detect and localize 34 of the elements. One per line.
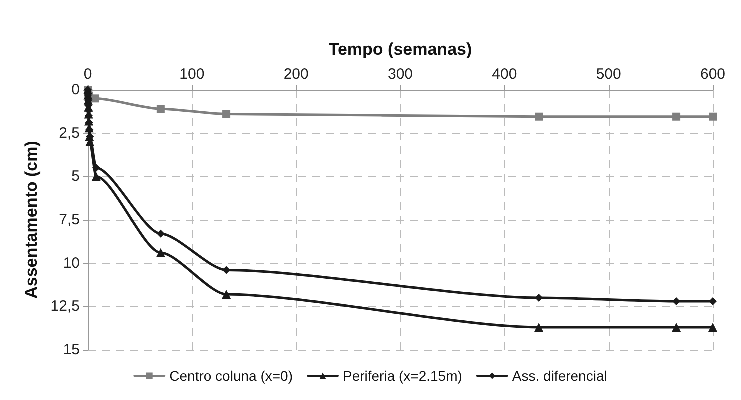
y-tick-label: 15 <box>63 342 80 358</box>
x-tick-label: 300 <box>388 66 414 83</box>
x-tick-label: 0 <box>84 66 92 83</box>
legend-label: Periferia (x=2.15m) <box>342 368 462 384</box>
point <box>222 110 231 118</box>
y-tick-label: 12,5 <box>50 298 80 316</box>
y-tick-label: 10 <box>63 254 80 272</box>
point <box>156 248 166 258</box>
point <box>672 322 682 332</box>
point <box>672 112 681 121</box>
legend-label: Centro coluna (x=0) <box>170 368 293 384</box>
point <box>91 94 100 103</box>
point <box>708 322 718 332</box>
point <box>156 230 165 238</box>
point <box>534 322 544 332</box>
y-tick-label: 5 <box>72 168 80 186</box>
point <box>156 105 165 114</box>
point <box>92 164 100 172</box>
y-tick-label: 2,5 <box>59 124 80 142</box>
y-tick-label: 7,5 <box>59 212 80 228</box>
point <box>222 290 232 300</box>
point <box>535 112 544 121</box>
x-axis-title: Tempo (semanas) <box>328 40 472 59</box>
legend-label: Ass. diferencial <box>512 368 608 384</box>
x-tick-label: 600 <box>700 66 726 83</box>
x-tick-label: 100 <box>180 66 205 83</box>
x-tick-label: 200 <box>284 66 309 83</box>
y-axis-title: Assentamento (cm) <box>22 141 41 299</box>
y-tick-label: 0 <box>72 82 80 98</box>
x-tick-label: 400 <box>492 66 518 83</box>
point <box>92 172 101 182</box>
point <box>709 297 717 306</box>
point <box>709 112 717 121</box>
x-tick-label: 500 <box>596 66 622 83</box>
